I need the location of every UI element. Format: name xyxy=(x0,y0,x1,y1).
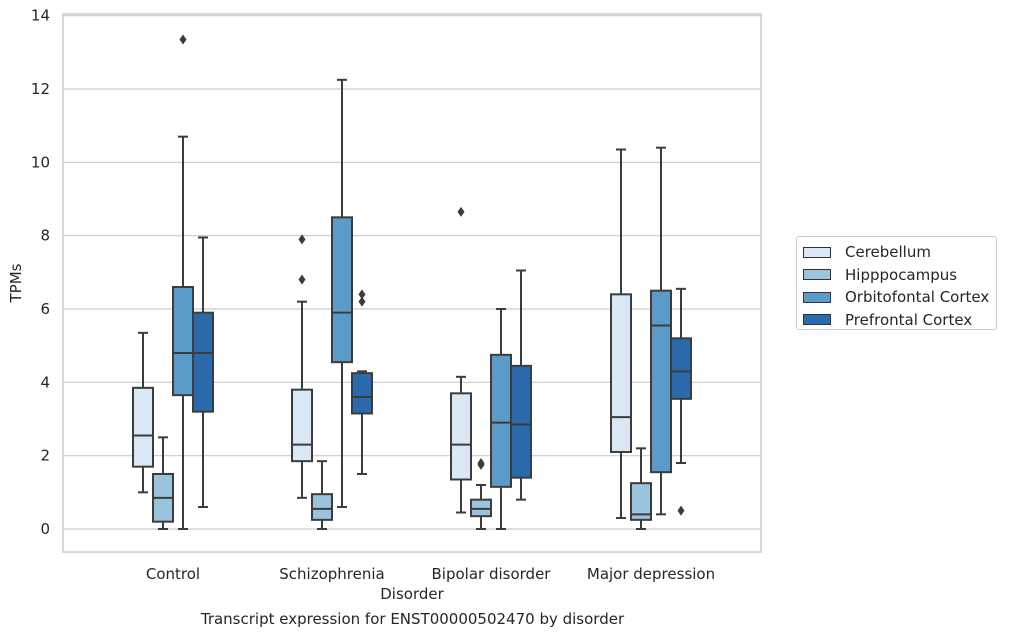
x-axis-label: Disorder xyxy=(380,585,444,603)
box-body xyxy=(132,386,154,468)
legend: Cerebellum Hipppocampus Orbitofontal Corte… xyxy=(796,236,997,330)
y-tick-label: 8 xyxy=(40,227,50,245)
y-tick-label: 2 xyxy=(40,447,50,465)
y-tick-label: 12 xyxy=(31,80,50,98)
plot-frame xyxy=(62,13,762,553)
chart-caption: Transcript expression for ENST0000050247… xyxy=(200,610,625,628)
legend-swatch xyxy=(803,314,831,326)
box-prefrontal-cortex xyxy=(670,287,692,516)
box-body xyxy=(510,364,532,479)
box-cerebellum xyxy=(291,234,313,499)
outlier-point xyxy=(677,505,685,516)
box-body xyxy=(351,372,373,415)
box-series xyxy=(132,34,692,530)
outlier-point xyxy=(179,34,187,45)
x-tick-label: Control xyxy=(146,565,200,583)
box-orbitofontal-cortex xyxy=(331,78,353,508)
box-hipppocampus xyxy=(152,436,174,530)
box-body xyxy=(311,493,333,521)
legend-swatch xyxy=(803,269,831,281)
box-body xyxy=(630,482,652,521)
box-body xyxy=(450,392,472,481)
legend-label: Prefrontal Cortex xyxy=(845,310,973,329)
outlier-point xyxy=(298,274,306,285)
legend-item: Prefrontal Cortex xyxy=(803,309,996,332)
legend-item: Cerebellum xyxy=(803,241,996,264)
box-body xyxy=(670,337,692,400)
box-hipppocampus xyxy=(311,460,333,530)
outlier-point xyxy=(358,289,366,300)
x-tick-label: Schizophrenia xyxy=(279,565,384,583)
y-tick-label: 10 xyxy=(31,153,50,171)
legend-item: Orbitofontal Cortex xyxy=(803,286,996,309)
box-cerebellum xyxy=(132,331,154,494)
box-body xyxy=(291,388,313,463)
legend-swatch xyxy=(803,246,831,258)
outlier-point xyxy=(457,206,465,217)
box-cerebellum xyxy=(610,148,632,519)
box-body xyxy=(172,286,194,397)
box-orbitofontal-cortex xyxy=(650,146,672,516)
y-tick-label: 6 xyxy=(40,300,50,318)
x-tick-label: Major depression xyxy=(587,565,715,583)
box-body xyxy=(490,353,512,488)
box-body xyxy=(331,216,353,364)
box-prefrontal-cortex xyxy=(351,289,373,475)
box-prefrontal-cortex xyxy=(192,236,214,508)
legend-label: Hipppocampus xyxy=(845,265,958,284)
box-hipppocampus xyxy=(470,458,492,530)
box-body xyxy=(610,293,632,454)
y-tick-label: 4 xyxy=(40,373,50,391)
box-prefrontal-cortex xyxy=(510,269,532,501)
outlier-point xyxy=(298,234,306,245)
box-body xyxy=(650,289,672,474)
y-tick-label: 0 xyxy=(40,520,50,538)
box-orbitofontal-cortex xyxy=(172,34,194,530)
y-tick-label: 14 xyxy=(31,7,50,25)
y-tick-labels: 0 2 4 6 8 10 12 14 xyxy=(31,7,50,538)
box-orbitofontal-cortex xyxy=(490,308,512,530)
legend-item: Hipppocampus xyxy=(803,264,996,287)
x-tick-labels: Control Schizophrenia Bipolar disorder Majo… xyxy=(146,565,715,583)
box-cerebellum xyxy=(450,206,472,514)
legend-label: Cerebellum xyxy=(845,243,931,262)
outlier-point xyxy=(477,458,485,468)
outlier-point xyxy=(358,296,366,307)
y-axis-label: TPMs xyxy=(7,263,25,303)
x-tick-label: Bipolar disorder xyxy=(432,565,552,583)
legend-swatch xyxy=(803,291,831,303)
box-body xyxy=(192,311,214,413)
box-hipppocampus xyxy=(630,447,652,530)
legend-label: Orbitofontal Cortex xyxy=(845,288,990,307)
